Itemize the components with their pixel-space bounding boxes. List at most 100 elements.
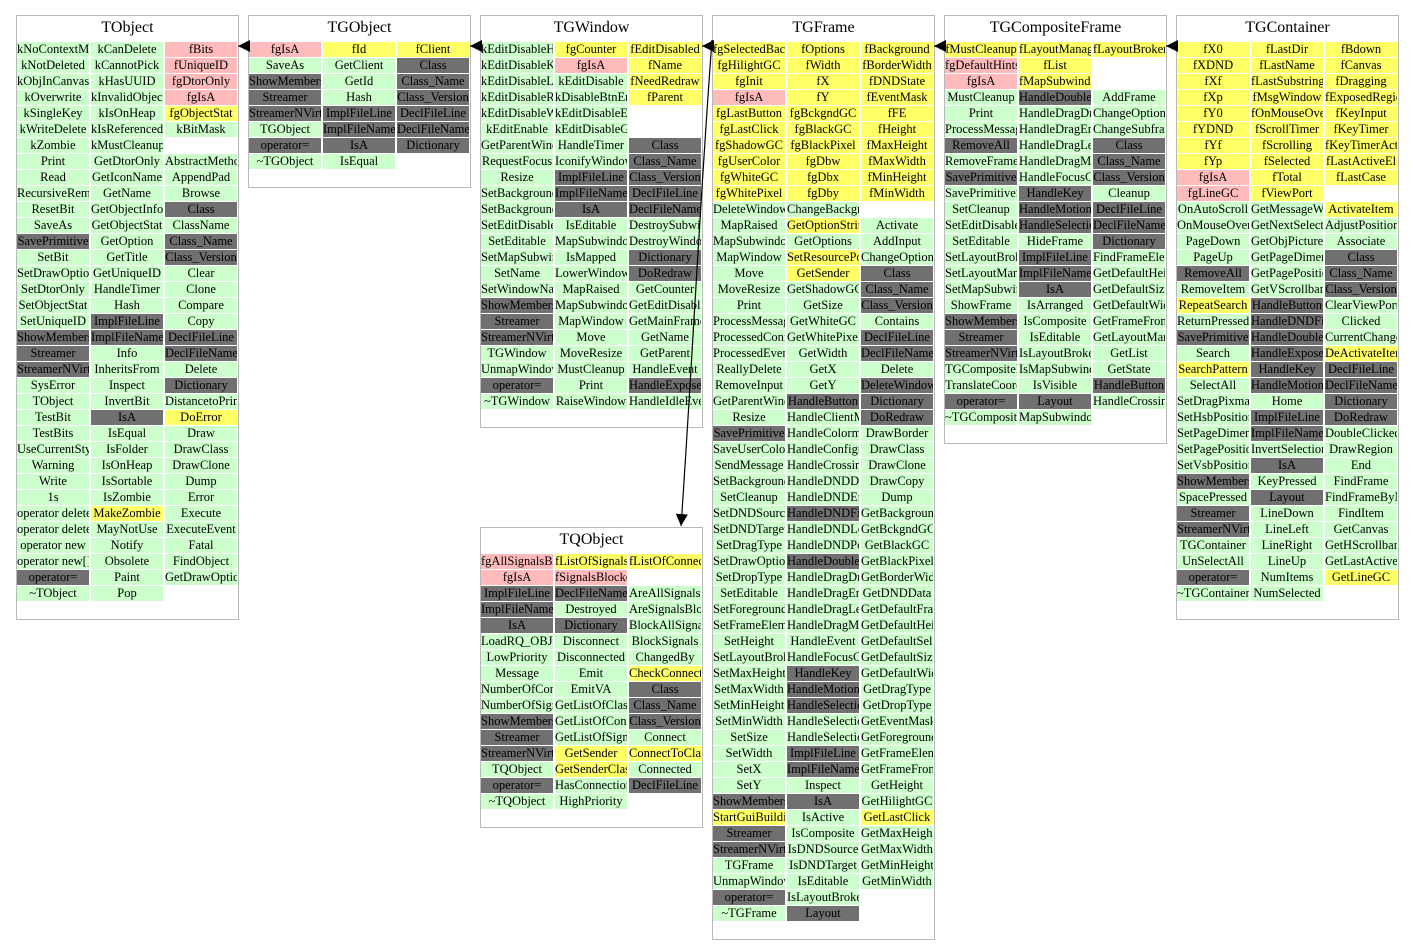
- member-cell[interactable]: Delete: [861, 362, 933, 377]
- member-cell[interactable]: SavePrimitive: [17, 234, 89, 249]
- member-cell[interactable]: SavePrimitive: [945, 170, 1017, 185]
- member-cell[interactable]: GetIconName: [91, 170, 163, 185]
- member-cell[interactable]: fgLastButton: [713, 106, 785, 121]
- member-cell[interactable]: MoveResize: [713, 282, 785, 297]
- member-cell[interactable]: DeclFileLine: [1093, 202, 1165, 217]
- member-cell[interactable]: PageUp: [1177, 250, 1249, 265]
- member-cell[interactable]: kNotDeleted: [17, 58, 89, 73]
- member-cell[interactable]: fgHilightGC: [713, 58, 785, 73]
- member-cell[interactable]: ShowMembers: [1177, 474, 1249, 489]
- member-cell[interactable]: ImplFileLine: [555, 170, 627, 185]
- member-cell[interactable]: fNeedRedraw: [629, 74, 701, 89]
- member-cell[interactable]: HideFrame: [1019, 234, 1091, 249]
- member-cell[interactable]: SetUniqueID: [17, 314, 89, 329]
- member-cell[interactable]: GetPageDimension: [1251, 250, 1323, 265]
- member-cell[interactable]: MustCleanup: [945, 90, 1017, 105]
- member-cell[interactable]: SetMaxWidth: [713, 682, 785, 697]
- member-cell[interactable]: RemoveInput: [713, 378, 785, 393]
- member-cell[interactable]: fTotal: [1251, 170, 1323, 185]
- member-cell[interactable]: BlockSignals: [629, 634, 701, 649]
- member-cell[interactable]: ImplFileLine: [481, 586, 553, 601]
- member-cell[interactable]: SetEditable: [481, 234, 553, 249]
- member-cell[interactable]: ~TGWindow: [481, 394, 553, 409]
- member-cell[interactable]: SetDragPixmap: [1177, 394, 1249, 409]
- member-cell[interactable]: ImplFileName: [1251, 426, 1323, 441]
- member-cell[interactable]: SetVsbPosition: [1177, 458, 1249, 473]
- member-cell[interactable]: operator=: [249, 138, 321, 153]
- member-cell[interactable]: MapSubwindows: [1019, 410, 1091, 425]
- member-cell[interactable]: fgAllSignalsBlocked: [481, 554, 553, 569]
- member-cell[interactable]: Cleanup: [1093, 186, 1165, 201]
- member-cell[interactable]: ~TObject: [17, 586, 89, 601]
- member-cell[interactable]: fFE: [861, 106, 933, 121]
- member-cell[interactable]: HandleSelection: [787, 698, 859, 713]
- member-cell[interactable]: FindFrame: [1325, 474, 1397, 489]
- member-cell[interactable]: Disconnect: [555, 634, 627, 649]
- member-cell[interactable]: IsEditable: [1019, 330, 1091, 345]
- member-cell[interactable]: SetBackgroundPixmap: [481, 202, 553, 217]
- member-cell[interactable]: HandleMotion: [1251, 378, 1323, 393]
- member-cell[interactable]: Hash: [323, 90, 395, 105]
- member-cell[interactable]: Dictionary: [555, 618, 627, 633]
- member-cell[interactable]: GetFrameFromPoint: [1093, 314, 1165, 329]
- member-cell[interactable]: OnAutoScroll: [1177, 202, 1249, 217]
- member-cell[interactable]: SetDragType: [713, 538, 785, 553]
- member-cell[interactable]: GetCanvas: [1325, 522, 1397, 537]
- member-cell[interactable]: SaveAs: [249, 58, 321, 73]
- member-cell[interactable]: fEditDisabled: [629, 42, 701, 57]
- member-cell[interactable]: IsLayoutBroken: [1019, 346, 1091, 361]
- member-cell[interactable]: Destroyed: [555, 602, 627, 617]
- member-cell[interactable]: fBdown: [1325, 42, 1397, 57]
- member-cell[interactable]: Dictionary: [1325, 394, 1397, 409]
- member-cell[interactable]: TestBit: [17, 410, 89, 425]
- member-cell[interactable]: kIsOnHeap: [91, 106, 163, 121]
- member-cell[interactable]: SetMapSubwindows: [945, 282, 1017, 297]
- member-cell[interactable]: fParent: [629, 90, 701, 105]
- member-cell[interactable]: ClassName: [165, 218, 237, 233]
- member-cell[interactable]: SelectAll: [1177, 378, 1249, 393]
- member-cell[interactable]: GetSender: [555, 746, 627, 761]
- member-cell[interactable]: SetMaxHeight: [713, 666, 785, 681]
- member-cell[interactable]: fgIsA: [713, 90, 785, 105]
- member-cell[interactable]: IsA: [91, 410, 163, 425]
- member-cell[interactable]: DeclFileName: [165, 346, 237, 361]
- member-cell[interactable]: GetDefaultSize: [1093, 282, 1165, 297]
- member-cell[interactable]: GetDefaultWidth: [861, 666, 933, 681]
- member-cell[interactable]: SetPagePosition: [1177, 442, 1249, 457]
- member-cell[interactable]: ChangeOptions: [1093, 106, 1165, 121]
- member-cell[interactable]: SetWindowName: [481, 282, 553, 297]
- member-cell[interactable]: HandleTimer: [555, 138, 627, 153]
- member-cell[interactable]: ShowMembers: [481, 714, 553, 729]
- member-cell[interactable]: SetEditable: [945, 234, 1017, 249]
- member-cell[interactable]: Delete: [165, 362, 237, 377]
- member-cell[interactable]: StreamerNVirtual: [481, 330, 553, 345]
- member-cell[interactable]: kEditDisable: [555, 74, 627, 89]
- member-cell[interactable]: GetDefaultFrameBackground: [861, 602, 933, 617]
- member-cell[interactable]: TranslateCoordinates: [945, 378, 1017, 393]
- member-cell[interactable]: SavePrimitiveSubframes: [945, 186, 1017, 201]
- member-cell[interactable]: IsVisible: [1019, 378, 1091, 393]
- member-cell[interactable]: DeActivateItem: [1325, 346, 1397, 361]
- member-cell[interactable]: UseCurrentStyle: [17, 442, 89, 457]
- member-cell[interactable]: fgIsA: [1177, 170, 1249, 185]
- member-cell[interactable]: ProcessedEvent: [713, 346, 785, 361]
- member-cell[interactable]: fgDbw: [787, 154, 859, 169]
- member-cell[interactable]: TGContainer: [1177, 538, 1249, 553]
- member-cell[interactable]: HandleDNDPosition: [787, 538, 859, 553]
- member-cell[interactable]: DeclFileName: [861, 346, 933, 361]
- member-cell[interactable]: AreAllSignalsBlocked: [629, 586, 701, 601]
- member-cell[interactable]: fYDND: [1177, 122, 1249, 137]
- member-cell[interactable]: fYp: [1177, 154, 1249, 169]
- member-cell[interactable]: kZombie: [17, 138, 89, 153]
- member-cell[interactable]: SetEditDisabled: [945, 218, 1017, 233]
- member-cell[interactable]: fBorderWidth: [861, 58, 933, 73]
- member-cell[interactable]: HandleDoubleClick: [787, 554, 859, 569]
- member-cell[interactable]: Streamer: [1177, 506, 1249, 521]
- member-cell[interactable]: HandleTimer: [91, 282, 163, 297]
- member-cell[interactable]: Dictionary: [861, 394, 933, 409]
- member-cell[interactable]: GetFrameFromPoint: [861, 762, 933, 777]
- member-cell[interactable]: Print: [945, 106, 1017, 121]
- member-cell[interactable]: kDisableBtnEnable: [555, 90, 627, 105]
- member-cell[interactable]: GetMinHeight: [861, 858, 933, 873]
- member-cell[interactable]: DrawClone: [165, 458, 237, 473]
